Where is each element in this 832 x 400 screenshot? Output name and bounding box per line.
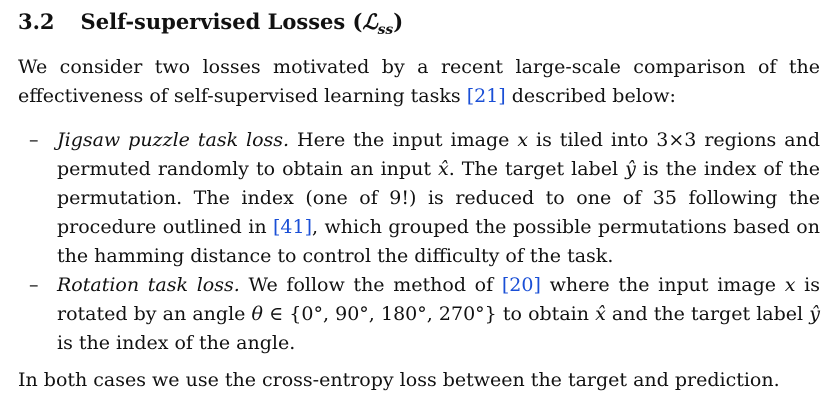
intro-text-2: described below: [505, 85, 676, 107]
math-theta: θ [251, 303, 263, 325]
intro-text-1: We consider two losses motivated by a re… [18, 56, 820, 107]
loss-symbol-letter: ℒ [362, 9, 378, 34]
loss-symbol-subscript: ss [377, 21, 394, 38]
bullet-dash: – [29, 274, 39, 296]
jigsaw-text-5: , which grouped the possible permutation… [57, 216, 820, 267]
section-title: Self-supervised Losses ( [80, 9, 363, 34]
citation-link-41[interactable]: [41] [273, 216, 313, 238]
loss-symbol: ℒss [362, 9, 393, 38]
math-x-hat: x̂ [595, 303, 606, 325]
section-heading: 3.2 Self-supervised Losses (ℒss) [18, 7, 403, 45]
bullet-dash: – [29, 129, 39, 151]
rotation-text-2: where the input image [540, 274, 785, 296]
list-item-jigsaw: – Jigsaw puzzle task loss. Here the input… [18, 126, 820, 271]
math-x: x [517, 129, 529, 151]
jigsaw-text-3: . The target label [448, 158, 626, 180]
loss-list: – Jigsaw puzzle task loss. Here the input… [18, 126, 820, 358]
section-title-close: ) [393, 9, 404, 34]
rotation-lead: Rotation task loss. [57, 274, 240, 296]
rotation-text-4: ∈ {0°, 90°, 180°, 270°} to obtain [262, 303, 596, 325]
jigsaw-text-1: Here the input image [289, 129, 518, 151]
rotation-text-1: We follow the method of [239, 274, 502, 296]
rotation-text-5: and the target label [605, 303, 810, 325]
jigsaw-lead: Jigsaw puzzle task loss. [57, 129, 290, 151]
math-x: x [784, 274, 796, 296]
math-y-hat: ŷ [809, 303, 820, 325]
closing-paragraph: In both cases we use the cross-entropy l… [18, 369, 780, 391]
list-item-rotation: – Rotation task loss. We follow the metho… [18, 271, 820, 358]
math-y-hat: ŷ [625, 158, 636, 180]
citation-link-20[interactable]: [20] [501, 274, 541, 296]
math-x-hat: x̂ [438, 158, 449, 180]
jigsaw-text-2: is tiled into 3×3 regions and permuted r… [57, 129, 820, 180]
intro-paragraph: We consider two losses motivated by a re… [18, 53, 820, 111]
rotation-text-3: is rotated by an angle [57, 274, 820, 325]
section-number: 3.2 [18, 9, 55, 34]
jigsaw-text-4: is the index of the permutation. The ind… [57, 158, 821, 238]
rotation-text-6: is the index of the angle. [57, 332, 296, 354]
citation-link-21[interactable]: [21] [466, 85, 506, 107]
